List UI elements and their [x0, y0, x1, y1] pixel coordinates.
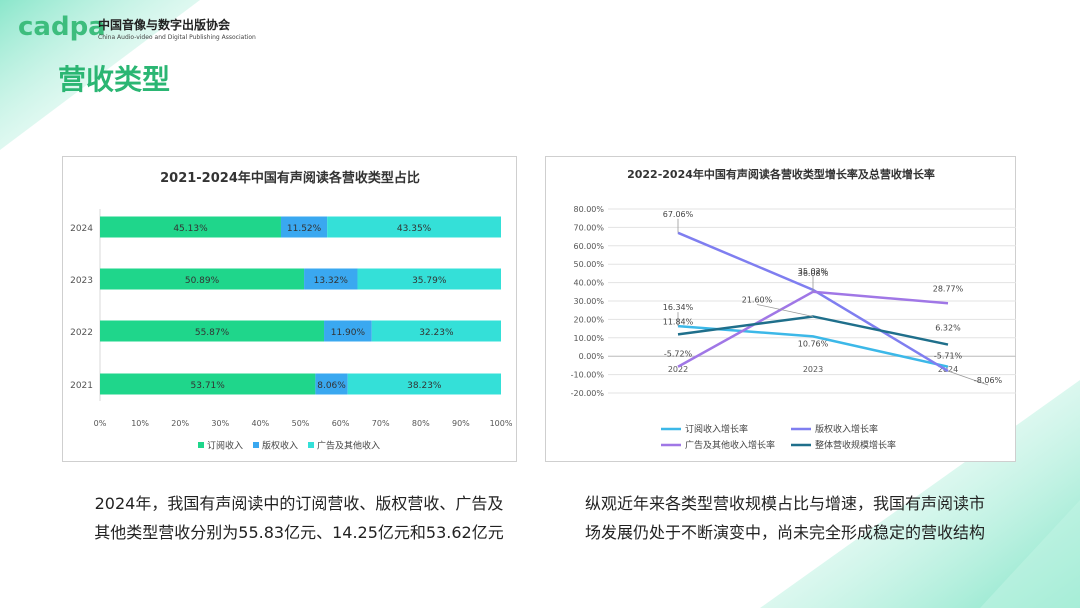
bar-chart-title: 2021-2024年中国有声阅读各营收类型占比 [160, 170, 420, 186]
caption-left-line-2: 其他类型营收分别为55.83亿元、14.25亿元和53.62亿元 [94, 523, 504, 542]
growth-line-chart: 2022-2024年中国有声阅读各营收类型增长率及总营收增长率 80.00% 70.… [571, 167, 1016, 451]
bar-segment [327, 216, 501, 238]
line-x-tick-label: 2023 [803, 365, 823, 374]
bar-segment [100, 268, 305, 290]
bar-data-label: 8.06% [317, 381, 346, 391]
bar-category-label: 2021 [70, 381, 93, 391]
caption-left: 2024年，我国有声阅读中的订阅营收、版权营收、广告及 其他类型营收分别为55.… [64, 489, 534, 547]
bar-segment [315, 373, 348, 395]
line-data-label: 21.60% [742, 295, 773, 304]
line-data-label: 10.76% [798, 339, 829, 348]
line-y-tick-label: 40.00% [573, 279, 604, 288]
page-title: 营收类型 [58, 63, 171, 96]
bar-data-label: 53.71% [191, 381, 226, 391]
logo-chinese-name: 中国音像与数字出版协会 [98, 18, 231, 32]
line-y-tick-label: -20.00% [571, 389, 605, 398]
bar-category-label: 2024 [70, 224, 93, 234]
bar-segment [100, 373, 316, 395]
bar-data-label: 32.23% [419, 328, 454, 338]
bar-x-tick-label: 100% [490, 419, 513, 428]
line-label-leader [756, 304, 814, 317]
bar-data-label: 13.32% [314, 276, 349, 286]
line-chart-title: 2022-2024年中国有声阅读各营收类型增长率及总营收增长率 [627, 167, 935, 181]
line-data-label: 35.02% [798, 267, 829, 276]
bar-legend-swatch [198, 442, 204, 448]
bar-data-label: 55.87% [195, 328, 230, 338]
line-data-label: 67.06% [663, 210, 694, 219]
bar-segment [304, 268, 358, 290]
bar-data-label: 45.13% [173, 224, 208, 234]
line-y-tick-label: 50.00% [573, 260, 604, 269]
bar-data-label: 11.90% [331, 328, 366, 338]
bar-data-label: 50.89% [185, 276, 220, 286]
bar-x-tick-label: 10% [131, 419, 149, 428]
corner-shape-top-left [0, 0, 200, 150]
bar-data-label: 38.23% [407, 381, 442, 391]
bar-segment [347, 373, 501, 395]
bar-x-tick-label: 50% [292, 419, 310, 428]
stacked-bar-chart-panel: 2021-2024年中国有声阅读各营收类型占比 2024 45.13% 11.52% 4… [62, 156, 517, 462]
line-y-tick-label: 60.00% [573, 242, 604, 251]
line-data-label: 16.34% [663, 303, 694, 312]
bar-legend-swatch [253, 442, 259, 448]
bar-data-label: 35.79% [412, 276, 447, 286]
line-x-tick-label: 2022 [668, 365, 688, 374]
line-legend-label: 版权收入增长率 [815, 423, 878, 435]
line-data-label: 28.77% [933, 284, 964, 293]
bar-x-tick-label: 0% [94, 419, 107, 428]
bar-legend-swatch [308, 442, 314, 448]
line-legend-label: 广告及其他收入增长率 [685, 439, 775, 451]
bar-x-tick-label: 70% [372, 419, 390, 428]
line-y-tick-label: 80.00% [573, 205, 604, 214]
bar-segment [280, 216, 328, 238]
line-y-tick-label: 70.00% [573, 223, 604, 232]
line-y-tick-label: -10.00% [571, 371, 605, 380]
bar-segment [357, 268, 501, 290]
caption-right: 纵观近年来各类型营收规模占比与增速，我国有声阅读市 场发展仍处于不断演变中，尚未… [550, 489, 1020, 547]
bar-segment [371, 320, 501, 342]
bar-data-label: 11.52% [287, 224, 322, 234]
line-y-tick-label: 20.00% [573, 315, 604, 324]
bar-x-tick-label: 20% [171, 419, 189, 428]
bar-x-tick-label: 80% [412, 419, 430, 428]
stacked-bar-chart: 2021-2024年中国有声阅读各营收类型占比 2024 45.13% 11.52% 4… [70, 170, 513, 452]
line-data-label: 11.84% [663, 317, 694, 326]
line-y-tick-label: 10.00% [573, 334, 604, 343]
caption-left-line-1: 2024年，我国有声阅读中的订阅营收、版权营收、广告及 [94, 494, 504, 513]
line-series [677, 231, 949, 373]
line-legend-label: 订阅收入增长率 [685, 423, 748, 435]
caption-right-line-2: 场发展仍处于不断演变中，尚未完全形成稳定的营收结构 [584, 523, 985, 542]
corner-shape-bottom-right-2 [980, 500, 1080, 608]
caption-right-line-1: 纵观近年来各类型营收规模占比与增速，我国有声阅读市 [584, 494, 985, 513]
line-data-label: -5.72% [664, 350, 693, 359]
line-data-label: 36.08% [798, 269, 829, 278]
logo-word: cadpa [18, 12, 106, 42]
bar-category-label: 2023 [70, 276, 93, 286]
line-chart-panel: 2022-2024年中国有声阅读各营收类型增长率及总营收增长率 80.00% 70.… [545, 156, 1016, 462]
bar-x-tick-label: 40% [252, 419, 270, 428]
bar-category-label: 2022 [70, 328, 93, 338]
bar-data-label: 43.35% [397, 224, 432, 234]
bar-legend-label: 订阅收入 [207, 440, 243, 452]
line-data-label: 6.32% [935, 324, 961, 333]
bar-legend-label: 广告及其他收入 [317, 440, 380, 452]
line-y-tick-label: 30.00% [573, 297, 604, 306]
logo-english-name: China Audio-video and Digital Publishing… [98, 34, 256, 41]
line-data-label: -8.06% [974, 376, 1003, 385]
bar-x-tick-label: 90% [452, 419, 470, 428]
bar-segment [100, 320, 325, 342]
line-y-tick-label: 0.00% [579, 352, 605, 361]
line-data-label: -5.71% [934, 352, 963, 361]
line-label-leader [947, 370, 989, 386]
bar-legend-label: 版权收入 [262, 440, 298, 452]
bar-x-tick-label: 60% [332, 419, 350, 428]
bar-segment [100, 216, 281, 238]
bar-segment [324, 320, 372, 342]
bar-x-tick-label: 30% [211, 419, 229, 428]
line-legend-label: 整体营收规模增长率 [815, 439, 896, 451]
